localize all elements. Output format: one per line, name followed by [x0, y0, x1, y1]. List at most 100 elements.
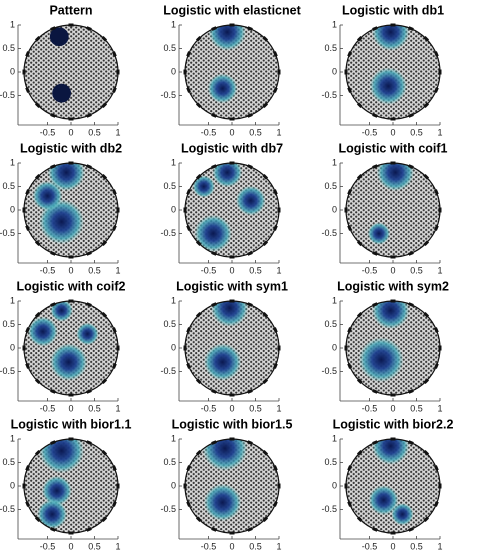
hotspot	[49, 343, 88, 381]
y-tick-label: -0.5	[0, 90, 15, 100]
hotspots	[49, 27, 71, 103]
electrode	[408, 389, 414, 394]
hotspot	[212, 163, 243, 188]
electrode	[22, 69, 26, 75]
electrode	[22, 207, 26, 213]
electrode	[68, 23, 74, 27]
electrode	[273, 225, 278, 231]
panel-title: Logistic with sym1	[176, 279, 288, 293]
electrode	[344, 207, 348, 213]
electrode	[211, 26, 217, 31]
x-tick-label: 1	[276, 541, 281, 550]
electrode	[183, 207, 187, 213]
electrode	[195, 449, 202, 456]
electrode	[262, 35, 269, 42]
y-tick-label: 0.5	[324, 319, 337, 329]
x-tick-label: 0	[229, 541, 234, 550]
panel: Logistic with bior1.5 -0.5 0 0.5 1 -0.5 0 0.5 1	[160, 417, 293, 551]
electrode	[390, 255, 396, 259]
panel: Logistic with bior1.1 -0.5 0 0.5 1 -0.5 0 0.5 1	[0, 417, 131, 551]
hotspot	[367, 222, 391, 245]
hotspot	[194, 214, 232, 253]
electrode	[183, 69, 187, 75]
x-tick-label: -0.5	[201, 541, 217, 550]
electrode	[372, 251, 378, 256]
y-tick-label: 0.5	[2, 457, 15, 467]
y-tick-label: 0.5	[2, 319, 15, 329]
electrode	[423, 449, 430, 456]
panel-title: Logistic with sym2	[337, 279, 449, 293]
x-tick-label: -0.5	[40, 541, 56, 550]
electrode	[101, 311, 108, 318]
mesh-disk	[346, 439, 440, 533]
hotspots	[32, 163, 86, 245]
y-tick-label: 0	[332, 66, 337, 76]
x-tick-label: 1	[437, 541, 442, 550]
panel-title: Logistic with bior1.5	[172, 417, 293, 431]
hotspots	[369, 25, 410, 105]
electrode	[112, 51, 117, 57]
panel: Pattern -0.5 0 0.5 1 -0.5 0 0.5 1	[0, 3, 121, 137]
electrode	[116, 207, 120, 213]
y-tick-label: 1	[171, 19, 176, 29]
y-tick-label: 1	[171, 295, 176, 305]
electrode	[347, 327, 352, 333]
electrode	[247, 113, 253, 118]
x-tick-label: 0.5	[249, 127, 262, 137]
electrode	[116, 345, 120, 351]
electrode	[347, 87, 352, 93]
electrode	[50, 26, 56, 31]
hotspot	[32, 180, 63, 211]
electrode	[186, 465, 191, 471]
y-tick-label: 0	[10, 204, 15, 214]
electrode	[195, 378, 202, 385]
y-tick-label: -0.5	[321, 504, 337, 514]
hotspot	[371, 439, 410, 465]
electrode	[408, 302, 414, 307]
y-tick-label: 1	[332, 433, 337, 443]
y-tick-label: -0.5	[321, 90, 337, 100]
x-tick-label: 0	[390, 403, 395, 413]
electrode	[86, 113, 92, 118]
y-tick-label: 0	[332, 342, 337, 352]
hotspots	[368, 439, 414, 526]
electrode	[390, 437, 396, 441]
y-tick-label: 0	[332, 480, 337, 490]
electrode	[186, 327, 191, 333]
electrode	[277, 207, 281, 213]
electrode	[34, 311, 41, 318]
electrode	[25, 327, 30, 333]
y-tick-label: -0.5	[160, 504, 176, 514]
electrode	[277, 483, 281, 489]
x-tick-label: -0.5	[362, 403, 378, 413]
x-tick-label: 0.5	[410, 541, 423, 550]
panel-title: Logistic with db2	[20, 141, 122, 155]
electrode	[356, 35, 363, 42]
hotspot	[368, 485, 399, 516]
x-tick-label: 1	[276, 265, 281, 275]
y-tick-label: 0	[332, 204, 337, 214]
electrode	[68, 117, 74, 121]
y-tick-label: -0.5	[321, 228, 337, 238]
electrode	[247, 251, 253, 256]
x-tick-label: -0.5	[40, 127, 56, 137]
electrode	[186, 51, 191, 57]
panel: Logistic with db2 -0.5 0 0.5 1 -0.5 0 0.5 1	[0, 141, 122, 275]
electrode	[68, 437, 74, 441]
electrode	[25, 87, 30, 93]
electrode	[372, 302, 378, 307]
electrode	[438, 483, 442, 489]
electrode	[356, 173, 363, 180]
y-tick-label: 1	[332, 295, 337, 305]
electrode	[86, 251, 92, 256]
electrode	[186, 225, 191, 231]
hotspot	[207, 73, 238, 104]
electrode	[229, 255, 235, 259]
electrode	[434, 87, 439, 93]
hotspot	[41, 475, 72, 506]
y-tick-label: -0.5	[0, 228, 15, 238]
x-tick-label: 0.5	[249, 265, 262, 275]
electrode	[390, 393, 396, 397]
electrode	[211, 302, 217, 307]
hotspots	[27, 301, 99, 381]
